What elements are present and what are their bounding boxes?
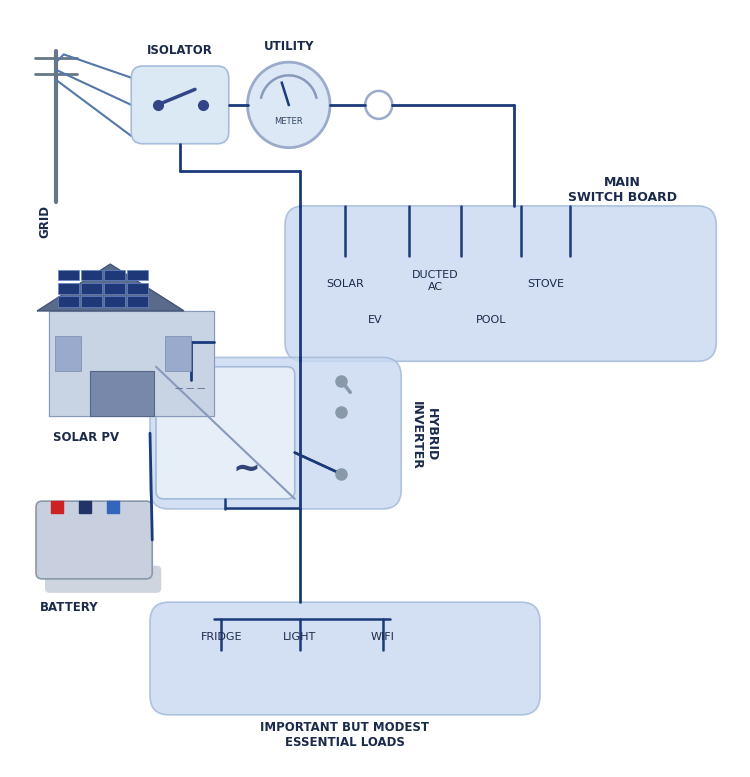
Text: SOLAR: SOLAR: [326, 279, 364, 288]
Bar: [81, 296, 102, 307]
Circle shape: [248, 62, 330, 148]
Text: — — —: — — —: [175, 384, 205, 393]
Text: UTILITY: UTILITY: [263, 40, 314, 53]
FancyBboxPatch shape: [150, 357, 401, 509]
Text: IMPORTANT BUT MODEST
ESSENTIAL LOADS: IMPORTANT BUT MODEST ESSENTIAL LOADS: [260, 721, 430, 749]
Bar: [55, 336, 81, 371]
Bar: [128, 283, 148, 294]
Bar: [58, 270, 79, 280]
Text: WIFI: WIFI: [370, 632, 394, 642]
Bar: [104, 283, 125, 294]
Text: GRID: GRID: [38, 205, 52, 238]
Bar: [165, 336, 191, 371]
Text: LIGHT: LIGHT: [284, 632, 316, 642]
Text: BATTERY: BATTERY: [40, 601, 98, 614]
Text: ~: ~: [232, 453, 260, 486]
Text: FRIDGE: FRIDGE: [200, 632, 242, 642]
Bar: [58, 283, 79, 294]
Text: HYBRID
INVERTER: HYBRID INVERTER: [410, 401, 438, 469]
Text: EV: EV: [368, 315, 382, 325]
FancyBboxPatch shape: [285, 206, 716, 361]
Text: STOVE: STOVE: [527, 279, 565, 288]
Bar: [81, 283, 102, 294]
Bar: [58, 296, 79, 307]
FancyBboxPatch shape: [45, 566, 161, 593]
Text: METER: METER: [274, 117, 303, 127]
Bar: [104, 270, 125, 280]
Text: DUCTED
AC: DUCTED AC: [412, 270, 458, 292]
FancyBboxPatch shape: [156, 367, 295, 499]
Bar: [90, 371, 154, 416]
Bar: [128, 270, 148, 280]
Text: SOLAR PV: SOLAR PV: [53, 431, 118, 444]
Polygon shape: [49, 311, 214, 416]
Text: ISOLATOR: ISOLATOR: [147, 44, 213, 57]
FancyBboxPatch shape: [131, 66, 229, 144]
Bar: [128, 296, 148, 307]
Polygon shape: [38, 264, 184, 311]
Text: MAIN
SWITCH BOARD: MAIN SWITCH BOARD: [568, 176, 677, 204]
FancyBboxPatch shape: [150, 602, 540, 715]
FancyBboxPatch shape: [36, 501, 152, 579]
Bar: [104, 296, 125, 307]
Text: POOL: POOL: [476, 315, 506, 325]
Bar: [81, 270, 102, 280]
